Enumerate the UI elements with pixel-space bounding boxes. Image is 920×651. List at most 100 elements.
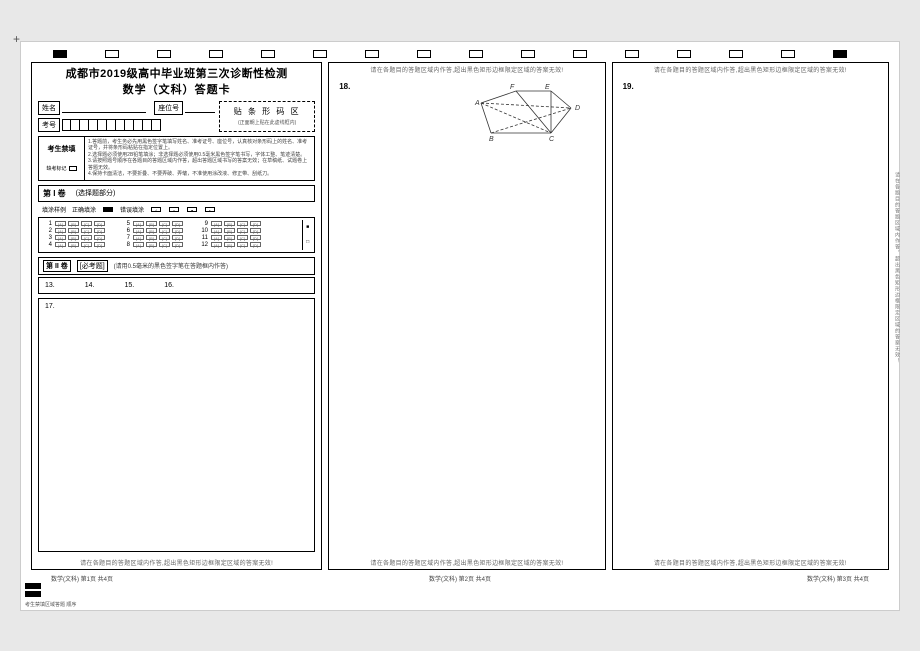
option-bubble[interactable]: [A]: [211, 221, 222, 226]
timing-marker: [417, 50, 431, 58]
q17-box[interactable]: 17.: [38, 298, 315, 552]
warning-bottom: 请在各题目的答题区域内作答,超出黑色矩形边框限定区域的答案无效!: [329, 556, 604, 569]
option-bubble[interactable]: [B]: [146, 235, 157, 240]
timing-markers-top: [31, 50, 889, 58]
option-bubble[interactable]: [C]: [81, 221, 92, 226]
option-bubble[interactable]: [A]: [211, 228, 222, 233]
option-bubble[interactable]: [A]: [211, 242, 222, 247]
option-bubble[interactable]: [B]: [146, 228, 157, 233]
footer-middle: 数学(文科) 第2页 共4页: [429, 574, 491, 583]
mcq-row[interactable]: 10[A][B][C][D]: [199, 228, 263, 234]
option-bubble[interactable]: [D]: [250, 221, 261, 226]
timing-marker: [469, 50, 483, 58]
mcq-row[interactable]: 11[A][B][C][D]: [199, 235, 263, 241]
mcq-row[interactable]: 3[A][B][C][D]: [43, 235, 107, 241]
notice-left: 考生禁填 缺考标记: [39, 137, 85, 180]
bottom-left-markers: 考生禁填区域答题 顺序: [25, 583, 76, 608]
option-bubble[interactable]: [D]: [172, 242, 183, 247]
option-bubble[interactable]: [C]: [81, 228, 92, 233]
mcq-row[interactable]: 8[A][B][C][D]: [121, 242, 185, 248]
option-bubble[interactable]: [D]: [250, 242, 261, 247]
footer: 数学(文科) 第1页 共4页 数学(文科) 第2页 共4页 数学(文科) 第3页…: [31, 570, 889, 583]
section1-sub: (选择题部分): [76, 188, 116, 198]
mcq-row[interactable]: 5[A][B][C][D]: [121, 221, 185, 227]
section2-note: (请用0.5毫米的黑色签字笔在答题框内作答): [114, 261, 228, 270]
option-bubble[interactable]: [B]: [68, 235, 79, 240]
barcode-area[interactable]: 贴 条 形 码 区 (正面朝上贴在此虚线框内): [219, 101, 315, 132]
info-row: 姓名 座位号 考号 贴 条 形 码 区 (正面朝上贴在此虚线框内): [32, 101, 321, 136]
mcq-row[interactable]: 4[A][B][C][D]: [43, 242, 107, 248]
warning-bottom: 请在各题目的答题区域内作答,超出黑色矩形边框限定区域的答案无效!: [613, 556, 888, 569]
timing-marker: [781, 50, 795, 58]
fill-example: 填涂样例 正确填涂 错误填涂 ✓ × ● ◐: [38, 204, 315, 215]
option-bubble[interactable]: [B]: [146, 242, 157, 247]
option-bubble[interactable]: [B]: [224, 235, 235, 240]
option-bubble[interactable]: [B]: [224, 228, 235, 233]
column-middle[interactable]: 请在各题目的答题区域内作答,超出黑色矩形边框限定区域的答案无效! 18. ABC…: [328, 62, 605, 570]
option-bubble[interactable]: [D]: [94, 242, 105, 247]
mcq-row[interactable]: 2[A][B][C][D]: [43, 228, 107, 234]
barcode-title: 贴 条 形 码 区: [234, 106, 301, 117]
name-field[interactable]: [62, 103, 146, 113]
absent-mark: 缺考标记: [46, 165, 76, 172]
option-bubble[interactable]: [B]: [224, 242, 235, 247]
option-bubble[interactable]: [C]: [159, 221, 170, 226]
option-bubble[interactable]: [C]: [81, 235, 92, 240]
bottom-barcode-text: 考生禁填区域答题 顺序: [25, 601, 76, 608]
examno-boxes[interactable]: [62, 119, 161, 131]
option-bubble[interactable]: [D]: [94, 221, 105, 226]
warning-bottom: 请在各题目的答题区域内作答,超出黑色矩形边框限定区域的答案无效!: [32, 556, 321, 569]
notice-text: 1.答题前，考生务必先用黑色签字笔填写姓名、准考证号、座位号，认真核对条形码上的…: [85, 137, 314, 180]
option-bubble[interactable]: [B]: [68, 221, 79, 226]
absent-checkbox[interactable]: [69, 166, 77, 171]
option-bubble[interactable]: [A]: [55, 228, 66, 233]
mcq-row[interactable]: 12[A][B][C][D]: [199, 242, 263, 248]
option-bubble[interactable]: [D]: [250, 235, 261, 240]
fillin-box[interactable]: 13. 14. 15. 16.: [38, 277, 315, 294]
option-bubble[interactable]: [A]: [133, 242, 144, 247]
option-bubble[interactable]: [D]: [250, 228, 261, 233]
option-bubble[interactable]: [D]: [172, 221, 183, 226]
option-bubble[interactable]: [C]: [237, 228, 248, 233]
timing-marker: [105, 50, 119, 58]
name-row: 姓名 座位号: [38, 101, 215, 115]
column-right[interactable]: 请在各题目的答题区域内作答,超出黑色矩形边框限定区域的答案无效! 19. 请在各…: [612, 62, 889, 570]
option-bubble[interactable]: [C]: [237, 221, 248, 226]
mcq-box: 1[A][B][C][D]2[A][B][C][D]3[A][B][C][D]4…: [38, 217, 315, 253]
option-bubble[interactable]: [A]: [55, 242, 66, 247]
option-bubble[interactable]: [C]: [237, 242, 248, 247]
option-bubble[interactable]: [A]: [133, 221, 144, 226]
option-bubble[interactable]: [C]: [237, 235, 248, 240]
option-bubble[interactable]: [D]: [94, 228, 105, 233]
timing-marker: [209, 50, 223, 58]
option-bubble[interactable]: [B]: [146, 221, 157, 226]
q16: 16.: [164, 282, 174, 289]
timing-marker: [157, 50, 171, 58]
option-bubble[interactable]: [C]: [159, 228, 170, 233]
option-bubble[interactable]: [A]: [133, 235, 144, 240]
option-bubble[interactable]: [B]: [68, 228, 79, 233]
mcq-row[interactable]: 9[A][B][C][D]: [199, 221, 263, 227]
examno-label: 考号: [38, 118, 60, 132]
mcq-row[interactable]: 7[A][B][C][D]: [121, 235, 185, 241]
option-bubble[interactable]: [A]: [55, 221, 66, 226]
option-bubble[interactable]: [D]: [94, 235, 105, 240]
option-bubble[interactable]: [C]: [159, 242, 170, 247]
option-bubble[interactable]: [A]: [55, 235, 66, 240]
seat-label: 座位号: [154, 101, 183, 115]
seat-field[interactable]: [185, 103, 215, 113]
timing-marker: [53, 50, 67, 58]
option-bubble[interactable]: [A]: [133, 228, 144, 233]
mcq-row[interactable]: 1[A][B][C][D]: [43, 221, 107, 227]
svg-text:A: A: [474, 100, 480, 107]
option-bubble[interactable]: [B]: [68, 242, 79, 247]
mcq-row[interactable]: 6[A][B][C][D]: [121, 228, 185, 234]
info-left: 姓名 座位号 考号: [38, 101, 215, 132]
option-bubble[interactable]: [D]: [172, 235, 183, 240]
option-bubble[interactable]: [D]: [172, 228, 183, 233]
option-bubble[interactable]: [C]: [81, 242, 92, 247]
option-bubble[interactable]: [B]: [224, 221, 235, 226]
option-bubble[interactable]: [C]: [159, 235, 170, 240]
option-bubble[interactable]: [A]: [211, 235, 222, 240]
side-warning-right: 请在各题目的答题区域内作答，超出黑色矩形边框限定区域的答案无效！: [894, 172, 901, 432]
